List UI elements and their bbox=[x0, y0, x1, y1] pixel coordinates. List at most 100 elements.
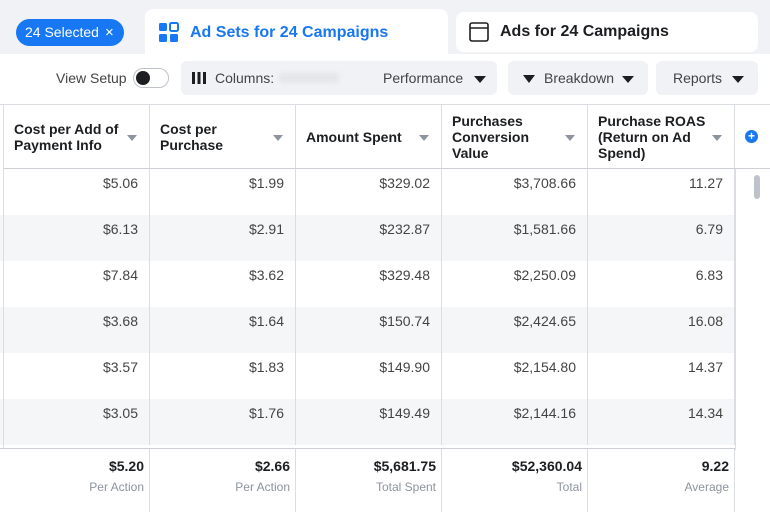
toggle-knob bbox=[136, 71, 150, 85]
table-cell: 6.79 bbox=[588, 215, 735, 261]
totals-value: $2.66 bbox=[254, 458, 290, 474]
top-bar: 24 Selected × Ad Sets for 24 Campaigns A… bbox=[0, 0, 770, 57]
column-header-purchase-roas[interactable]: Purchase ROAS (Return on Ad Spend) bbox=[588, 105, 735, 169]
table-row[interactable]: $6.13 $2.91 $232.87 $1,581.66 6.79 bbox=[0, 215, 735, 261]
view-setup-label: View Setup bbox=[56, 70, 127, 86]
table-cell: $2,144.16 bbox=[442, 399, 588, 445]
column-header-label: Purchase ROAS (Return on Ad Spend) bbox=[598, 113, 706, 161]
totals-subtitle: Per Action bbox=[235, 480, 290, 494]
column-header-purchases-conversion-value[interactable]: Purchases Conversion Value bbox=[442, 105, 588, 169]
table-cell: $7.84 bbox=[4, 261, 150, 307]
row-left-edge bbox=[0, 261, 4, 307]
selection-label: 24 Selected bbox=[25, 24, 99, 40]
table-cell: 6.83 bbox=[588, 261, 735, 307]
sort-icon[interactable] bbox=[127, 135, 137, 141]
scrollbar-thumb[interactable] bbox=[754, 175, 760, 199]
grid-icon bbox=[159, 22, 179, 42]
table-cell: $3,708.66 bbox=[442, 169, 588, 215]
toolbar: View Setup Columns: Performance Breakdow… bbox=[0, 54, 770, 105]
table-cell: 11.27 bbox=[588, 169, 735, 215]
table-cell: 14.34 bbox=[588, 399, 735, 445]
totals-value: $5.20 bbox=[108, 458, 144, 474]
table-row[interactable]: $7.84 $3.62 $329.48 $2,250.09 6.83 bbox=[0, 261, 735, 307]
row-left-edge bbox=[0, 169, 4, 215]
sort-icon[interactable] bbox=[712, 135, 722, 141]
table-cell: 16.08 bbox=[588, 307, 735, 353]
row-left-edge bbox=[0, 399, 4, 445]
window-icon bbox=[469, 22, 489, 42]
totals-value: $5,681.75 bbox=[373, 458, 436, 474]
column-header-label: Cost per Purchase bbox=[160, 121, 224, 153]
sort-icon[interactable] bbox=[419, 135, 429, 141]
totals-subtitle: Total bbox=[556, 480, 582, 494]
table-row[interactable]: $5.06 $1.99 $329.02 $3,708.66 11.27 bbox=[0, 169, 735, 215]
table-cell: $150.74 bbox=[296, 307, 442, 353]
table-row[interactable]: $3.05 $1.76 $149.49 $2,144.16 14.34 bbox=[0, 399, 735, 445]
totals-cell: 9.22 Average bbox=[588, 449, 735, 512]
columns-value: Performance bbox=[383, 70, 464, 86]
columns-label: Columns: bbox=[215, 70, 275, 86]
totals-cell: $52,360.04 Total bbox=[442, 449, 588, 512]
clear-selection-icon[interactable]: × bbox=[104, 24, 114, 41]
totals-value: $52,360.04 bbox=[511, 458, 582, 474]
table-cell: $1.83 bbox=[150, 353, 296, 399]
totals-subtitle: Average bbox=[684, 480, 729, 494]
breakdown-icon bbox=[523, 75, 535, 83]
totals-cell: $5.20 Per Action bbox=[4, 449, 150, 512]
table-cell: $3.68 bbox=[4, 307, 150, 353]
column-header-cost-per-add-payment-info[interactable]: Cost per Add of Payment Info bbox=[4, 105, 150, 169]
row-left-edge bbox=[0, 307, 4, 353]
table-cell: $329.02 bbox=[296, 169, 442, 215]
sort-icon[interactable] bbox=[273, 135, 283, 141]
tab-ads[interactable]: Ads for 24 Campaigns bbox=[456, 12, 758, 52]
table-cell: $5.06 bbox=[4, 169, 150, 215]
add-column-icon[interactable]: + bbox=[745, 130, 758, 143]
table-row[interactable]: $3.57 $1.83 $149.90 $2,154.80 14.37 bbox=[0, 353, 735, 399]
table-cell: $3.57 bbox=[4, 353, 150, 399]
chevron-down-icon bbox=[732, 76, 744, 83]
table-cell: $149.90 bbox=[296, 353, 442, 399]
totals-cell: $2.66 Per Action bbox=[150, 449, 296, 512]
columns-dropdown[interactable]: Columns: Performance bbox=[181, 61, 497, 95]
columns-blurred-region bbox=[279, 73, 339, 83]
tab-ads-label: Ads for 24 Campaigns bbox=[500, 23, 669, 40]
table-cell: $1.76 bbox=[150, 399, 296, 445]
row-left-edge bbox=[0, 353, 4, 399]
table-cell: $3.05 bbox=[4, 399, 150, 445]
column-header-amount-spent[interactable]: Amount Spent bbox=[296, 105, 442, 169]
table-cell: 14.37 bbox=[588, 353, 735, 399]
totals-subtitle: Total Spent bbox=[375, 480, 436, 494]
table-cell: $2,250.09 bbox=[442, 261, 588, 307]
sort-icon[interactable] bbox=[565, 135, 575, 141]
columns-icon bbox=[192, 72, 206, 84]
table-cell: $2,154.80 bbox=[442, 353, 588, 399]
table-cell: $329.48 bbox=[296, 261, 442, 307]
table-cell: $1.99 bbox=[150, 169, 296, 215]
tab-ad-sets[interactable]: Ad Sets for 24 Campaigns bbox=[145, 9, 448, 57]
view-setup-toggle[interactable] bbox=[133, 68, 169, 88]
reports-button[interactable]: Reports bbox=[656, 61, 758, 95]
column-header-cost-per-purchase[interactable]: Cost per Purchase bbox=[150, 105, 296, 169]
column-header-label: Amount Spent bbox=[306, 129, 402, 145]
scrollbar[interactable] bbox=[735, 169, 770, 450]
totals-value: 9.22 bbox=[701, 458, 729, 474]
table-cell: $2.91 bbox=[150, 215, 296, 261]
breakdown-label: Breakdown bbox=[544, 70, 615, 86]
table-cell: $3.62 bbox=[150, 261, 296, 307]
table-cell: $1,581.66 bbox=[442, 215, 588, 261]
breakdown-button[interactable]: Breakdown bbox=[508, 61, 648, 95]
chevron-down-icon bbox=[474, 76, 486, 83]
row-left-edge bbox=[0, 215, 4, 261]
data-table: Cost per Add of Payment Info Cost per Pu… bbox=[0, 105, 770, 512]
selection-pill[interactable]: 24 Selected × bbox=[16, 19, 124, 46]
table-row[interactable]: $3.68 $1.64 $150.74 $2,424.65 16.08 bbox=[0, 307, 735, 353]
table-cell: $149.49 bbox=[296, 399, 442, 445]
reports-label: Reports bbox=[673, 70, 723, 86]
column-header-label: Cost per Add of Payment Info bbox=[14, 121, 119, 153]
totals-subtitle: Per Action bbox=[89, 480, 144, 494]
column-header-label: Purchases Conversion Value bbox=[452, 113, 530, 161]
chevron-down-icon bbox=[622, 76, 634, 83]
totals-cell: $5,681.75 Total Spent bbox=[296, 449, 442, 512]
totals-row: $5.20 Per Action $2.66 Per Action $5,681.75 T… bbox=[0, 448, 735, 512]
tab-ad-sets-label: Ad Sets for 24 Campaigns bbox=[190, 24, 389, 41]
